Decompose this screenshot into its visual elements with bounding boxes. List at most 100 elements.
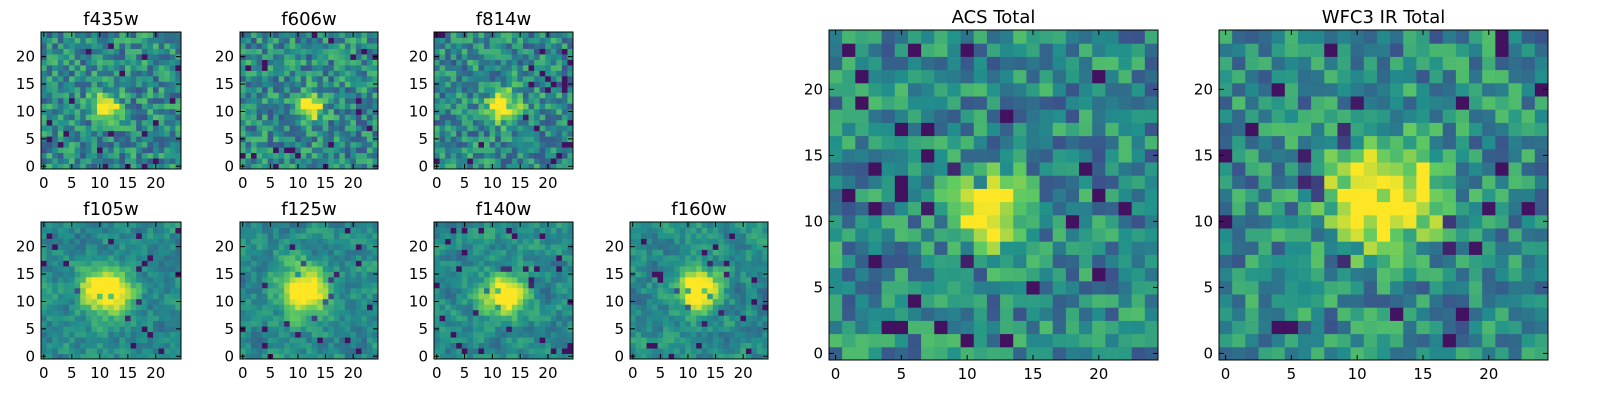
heatmap-cell — [522, 271, 530, 278]
heatmap-cell — [663, 320, 670, 327]
heatmap-cell — [1065, 294, 1080, 308]
heatmap-cell — [495, 320, 502, 327]
heatmap-cell — [97, 59, 104, 66]
heatmap-cell — [74, 337, 81, 344]
y-tick-label: 15 — [16, 265, 35, 283]
heatmap-cell — [718, 222, 725, 228]
heatmap-cell — [506, 254, 513, 261]
heatmap-cell — [434, 152, 441, 159]
heatmap-cell — [300, 331, 307, 338]
heatmap-cell — [986, 267, 1001, 282]
heatmap-cell — [91, 48, 98, 55]
heatmap-cell — [361, 97, 368, 104]
heatmap-cell — [147, 243, 154, 250]
heatmap-cell — [153, 315, 160, 322]
heatmap-cell — [91, 136, 98, 143]
heatmap-cell — [339, 141, 346, 148]
heatmap-cell — [495, 92, 502, 99]
heatmap-cell — [478, 315, 485, 322]
heatmap-cell — [646, 222, 653, 228]
heatmap-cell — [484, 337, 491, 344]
heatmap-cell — [472, 70, 479, 77]
heatmap-cell — [1000, 333, 1014, 348]
heatmap-cell — [147, 265, 154, 272]
heatmap-cell — [350, 64, 357, 71]
heatmap-cell — [41, 114, 48, 121]
heatmap-cell — [500, 287, 507, 294]
heatmap-cell — [679, 282, 686, 289]
heatmap-cell — [445, 70, 452, 77]
heatmap-cell — [567, 32, 574, 38]
heatmap-cell — [511, 81, 518, 88]
heatmap-cell — [855, 346, 869, 361]
heatmap-cell — [46, 326, 53, 333]
heatmap-cell — [1065, 320, 1080, 335]
heatmap-cell — [545, 309, 552, 316]
heatmap-cell — [500, 243, 507, 250]
heatmap-cell — [52, 42, 59, 49]
heatmap-cell — [158, 75, 165, 82]
heatmap-cell — [881, 346, 896, 361]
heatmap-cell — [108, 271, 115, 278]
heatmap-cell — [528, 320, 535, 327]
heatmap-cell — [63, 238, 70, 245]
heatmap-cell — [1039, 214, 1054, 229]
heatmap-cell — [46, 309, 53, 316]
heatmap-cell — [284, 276, 291, 283]
heatmap-cell — [1131, 228, 1146, 242]
heatmap-cell — [434, 86, 441, 93]
heatmap-cell — [745, 348, 752, 355]
heatmap-cell — [528, 103, 535, 110]
heatmap-cell — [366, 298, 373, 305]
heatmap-cell — [517, 298, 524, 305]
heatmap-cell — [164, 53, 171, 60]
heatmap-cell — [91, 309, 98, 316]
heatmap-cell — [561, 53, 568, 60]
heatmap-cell — [1013, 333, 1027, 348]
heatmap-cell — [317, 141, 324, 148]
heatmap-cell — [534, 158, 541, 165]
heatmap-cell — [947, 175, 962, 189]
heatmap-cell — [506, 265, 513, 272]
heatmap-cell — [80, 249, 87, 256]
heatmap-cell — [153, 254, 160, 261]
heatmap-cell — [690, 238, 697, 245]
heatmap-cell — [339, 75, 346, 82]
heatmap-cell — [295, 103, 302, 110]
heatmap-cell — [57, 287, 64, 294]
heatmap-cell — [545, 53, 552, 60]
heatmap-cell — [517, 315, 524, 322]
heatmap-cell — [986, 333, 1001, 348]
heatmap-cell — [355, 265, 362, 272]
heatmap-cell — [113, 243, 120, 250]
heatmap-cell — [907, 254, 922, 269]
heatmap-cell — [489, 320, 496, 327]
heatmap-cell — [868, 320, 883, 335]
y-tick-label: 0 — [224, 157, 234, 175]
heatmap-cell — [489, 81, 496, 88]
heatmap-cell — [881, 267, 896, 282]
heatmap-cell — [495, 293, 502, 300]
heatmap-cell — [256, 309, 263, 316]
heatmap-cell — [300, 147, 307, 154]
heatmap-cell — [434, 276, 441, 283]
heatmap-cell — [130, 271, 137, 278]
heatmap-cell — [556, 81, 563, 88]
heatmap-cell — [102, 158, 109, 165]
heatmap-cell — [679, 326, 686, 333]
heatmap-cell — [467, 249, 474, 256]
heatmap-cell — [245, 276, 252, 283]
heatmap-cell — [567, 331, 574, 338]
heatmap-cell — [762, 238, 769, 245]
heatmap-cell — [489, 86, 496, 93]
heatmap-cell — [550, 86, 557, 93]
heatmap-cell — [1131, 175, 1146, 189]
heatmap-cell — [1013, 241, 1027, 255]
heatmap-cell — [729, 254, 736, 261]
heatmap-cell — [119, 227, 126, 234]
heatmap-cell — [561, 130, 568, 137]
heatmap-cell — [534, 243, 541, 250]
heatmap-cell — [41, 287, 48, 294]
heatmap-cell — [295, 326, 302, 333]
heatmap-cell — [723, 348, 730, 355]
